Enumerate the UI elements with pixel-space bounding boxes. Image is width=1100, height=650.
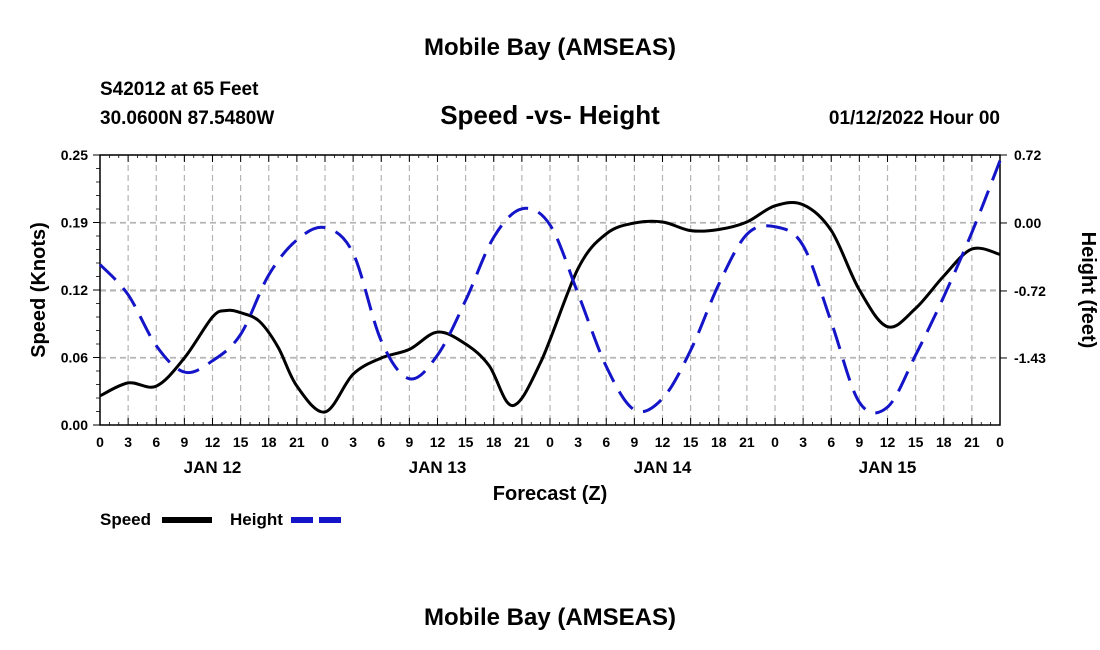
x-tick-label: 3	[124, 434, 132, 450]
x-tick-label: 21	[964, 434, 980, 450]
coordinates-label: 30.0600N 87.5480W	[100, 108, 274, 129]
x-tick-label: 12	[655, 434, 671, 450]
day-label: JAN 14	[634, 458, 692, 477]
x-tick-label: 9	[630, 434, 638, 450]
x-tick-label: 12	[205, 434, 221, 450]
x-tick-label: 9	[405, 434, 413, 450]
day-label: JAN 13	[409, 458, 467, 477]
x-tick-label: 21	[514, 434, 530, 450]
x-tick-label: 0	[321, 434, 329, 450]
issued-timestamp: 01/12/2022 Hour 00	[829, 108, 1000, 129]
y2-tick-label: 0.72	[1014, 147, 1041, 163]
x-tick-label: 15	[908, 434, 924, 450]
x-tick-label: 15	[233, 434, 249, 450]
legend-speed-label: Speed	[100, 510, 151, 529]
y-tick-label: 0.19	[61, 215, 88, 231]
bottom-title: Mobile Bay (AMSEAS)	[424, 604, 676, 631]
top-title: Mobile Bay (AMSEAS)	[424, 34, 676, 61]
x-tick-label: 3	[349, 434, 357, 450]
data-series	[98, 160, 1002, 415]
day-label: JAN 12	[184, 458, 242, 477]
y-tick-label: 0.12	[61, 282, 88, 298]
axis-ticks	[93, 154, 1007, 426]
x-tick-label: 3	[799, 434, 807, 450]
y-tick-label: 0.25	[61, 147, 88, 163]
x-tick-label: 15	[458, 434, 474, 450]
y-axis-label: Speed (Knots)	[28, 222, 50, 358]
x-tick-label: 12	[430, 434, 446, 450]
x-tick-label: 18	[261, 434, 277, 450]
series-line-speed	[99, 200, 1001, 414]
x-tick-label: 6	[377, 434, 385, 450]
chart-title: Speed -vs- Height	[440, 100, 660, 130]
tick-labels: 0 3 6 9 12 15 18 21 0 3 6 9 12 15 18 21 0 3 6 9 12 15 18 21 0 3 6 9…	[61, 147, 1046, 477]
x-tick-label: 6	[827, 434, 835, 450]
x-tick-label: 18	[711, 434, 727, 450]
x-tick-label: 18	[936, 434, 952, 450]
grid-lines	[100, 154, 1000, 425]
y2-tick-label: -0.72	[1014, 283, 1046, 299]
x-tick-label: 21	[289, 434, 305, 450]
series-line-height	[98, 160, 1002, 415]
x-tick-label: 9	[180, 434, 188, 450]
x-tick-label: 0	[996, 434, 1004, 450]
legend: Speed Height	[100, 510, 341, 529]
x-tick-label: 6	[602, 434, 610, 450]
y2-axis-label: Height (feet)	[1077, 232, 1099, 349]
legend-height-label: Height	[230, 510, 283, 529]
y-tick-label: 0.00	[61, 417, 88, 433]
y-tick-label: 0.06	[61, 350, 88, 366]
x-tick-label: 6	[152, 434, 160, 450]
x-tick-label: 21	[739, 434, 755, 450]
x-tick-label: 12	[880, 434, 896, 450]
x-tick-label: 18	[486, 434, 502, 450]
y2-tick-label: -1.43	[1014, 350, 1046, 366]
day-label: JAN 15	[859, 458, 917, 477]
x-tick-label: 0	[546, 434, 554, 450]
x-tick-label: 9	[855, 434, 863, 450]
x-tick-label: 0	[771, 434, 779, 450]
x-axis-label: Forecast (Z)	[493, 483, 607, 505]
y2-tick-label: 0.00	[1014, 215, 1041, 231]
x-tick-label: 0	[96, 434, 104, 450]
x-tick-label: 3	[574, 434, 582, 450]
station-label: S42012 at 65 Feet	[100, 79, 259, 100]
x-tick-label: 15	[683, 434, 699, 450]
